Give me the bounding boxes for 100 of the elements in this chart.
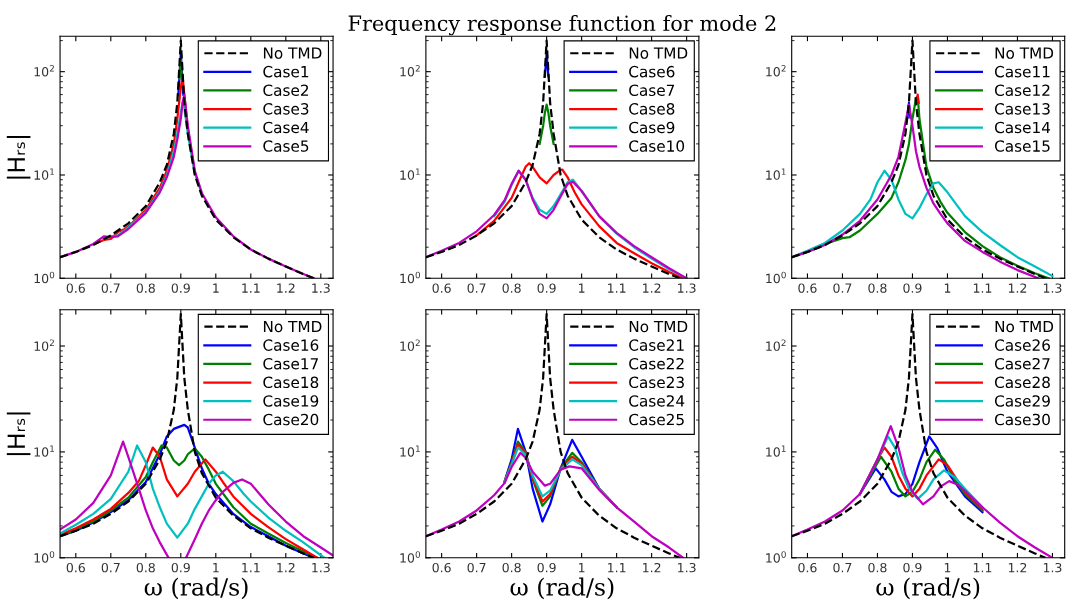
x-tick-label: 1.1 xyxy=(973,283,992,293)
x-tick-label: 0.9 xyxy=(171,283,190,293)
legend-label: Case30 xyxy=(994,413,1050,426)
x-tick-label: 0.6 xyxy=(66,562,85,573)
x-tick-label: 0.9 xyxy=(903,283,922,293)
legend-label: Case11 xyxy=(994,65,1050,78)
legend-label: Case22 xyxy=(629,357,684,370)
legend-label: No TMD xyxy=(995,320,1054,333)
x-tick-label: 0.6 xyxy=(66,283,85,293)
y-tick-label: 10$^{0}$ xyxy=(34,271,55,284)
x-tick-label: 1 xyxy=(213,283,219,293)
legend-label: No TMD xyxy=(629,320,688,333)
x-tick-label: 1.3 xyxy=(678,562,696,573)
x-tick-label: 1.1 xyxy=(242,283,260,293)
legend-label: Case26 xyxy=(994,339,1050,351)
y-tick-label: 10$^{0}$ xyxy=(400,551,421,563)
x-tick-label: 0.8 xyxy=(868,283,887,293)
x-tick-label: 0.7 xyxy=(833,283,852,293)
x-tick-label: 1.2 xyxy=(1008,283,1027,293)
x-axis-title: ω (rad/s) xyxy=(510,577,614,600)
x-tick-label: 0.7 xyxy=(101,283,120,293)
y-tick-label: 10$^{2}$ xyxy=(766,65,786,77)
x-tick-label: 1.3 xyxy=(1043,283,1062,293)
legend-label: Case16 xyxy=(263,339,319,351)
legend-label: Case18 xyxy=(263,376,319,389)
x-tick-label: 1 xyxy=(944,563,951,573)
legend-label: Case25 xyxy=(629,413,684,426)
x-tick-label: 1.2 xyxy=(277,562,295,573)
x-tick-label: 1.1 xyxy=(608,283,626,293)
legend-label: No TMD xyxy=(263,47,322,59)
legend-label: Case15 xyxy=(994,140,1050,152)
x-tick-label: 0.8 xyxy=(502,283,521,293)
legend-label: No TMD xyxy=(629,47,688,59)
x-tick-label: 1.3 xyxy=(1043,562,1062,573)
y-tick-label: 10$^{2}$ xyxy=(400,65,420,77)
y-tick-label: 10$^{2}$ xyxy=(34,65,54,77)
legend-label: No TMD xyxy=(995,47,1054,59)
y-tick-label: 10$^{2}$ xyxy=(34,339,54,351)
legend-label: Case28 xyxy=(994,376,1050,389)
x-axis-title: ω (rad/s) xyxy=(876,577,980,600)
legend-label: Case27 xyxy=(994,357,1050,370)
legend-label: Case29 xyxy=(994,395,1050,407)
x-tick-label: 1.3 xyxy=(312,562,330,573)
line-series xyxy=(538,103,555,145)
y-tick-label: 10$^{1}$ xyxy=(34,168,54,180)
x-tick-label: 1.3 xyxy=(678,283,696,293)
x-tick-label: 0.9 xyxy=(537,562,556,573)
x-tick-label: 1.3 xyxy=(312,283,330,293)
x-tick-label: 1 xyxy=(213,563,219,573)
x-tick-label: 1.2 xyxy=(643,283,661,293)
y-tick-label: 10$^{0}$ xyxy=(766,551,786,563)
x-tick-label: 0.6 xyxy=(798,562,817,573)
x-tick-label: 0.9 xyxy=(171,562,190,573)
y-tick-label: 10$^{0}$ xyxy=(400,271,421,284)
y-tick-label: 10$^{2}$ xyxy=(400,339,420,351)
x-tick-label: 1 xyxy=(944,283,951,293)
x-tick-label: 0.8 xyxy=(136,562,155,573)
x-tick-label: 0.8 xyxy=(502,562,521,573)
x-tick-label: 0.8 xyxy=(868,562,887,573)
legend-label: Case10 xyxy=(629,140,685,152)
legend-label: Case12 xyxy=(994,84,1050,97)
legend-label: Case5 xyxy=(263,140,309,152)
legend-label: Case3 xyxy=(263,103,309,115)
y-tick-label: 10$^{1}$ xyxy=(766,168,786,180)
legend-label: Case23 xyxy=(629,376,684,389)
line-series xyxy=(475,162,685,279)
legend-label: Case1 xyxy=(263,65,309,78)
y-tick-label: 10$^{0}$ xyxy=(34,551,55,563)
legend-label: Case21 xyxy=(629,339,684,351)
x-tick-label: 1.2 xyxy=(277,283,295,293)
legend-label: Case7 xyxy=(629,84,675,97)
x-tick-label: 1.1 xyxy=(973,563,992,573)
legend-label: No TMD xyxy=(263,320,322,333)
x-tick-label: 1 xyxy=(579,283,585,293)
x-tick-label: 1.1 xyxy=(608,563,626,573)
legend-label: Case13 xyxy=(994,103,1050,115)
x-tick-label: 1.1 xyxy=(242,563,260,573)
y-tick-label: 10$^{2}$ xyxy=(766,339,786,351)
x-tick-label: 1.2 xyxy=(1008,562,1027,573)
y-tick-label: 10$^{1}$ xyxy=(766,445,786,457)
y-axis-title: |Hᵣₛ| xyxy=(6,412,31,456)
legend-label: Case20 xyxy=(263,413,319,426)
x-tick-label: 0.7 xyxy=(467,562,486,573)
chart-title: Frequency response function for mode 2 xyxy=(348,14,776,36)
x-tick-label: 0.7 xyxy=(467,283,486,293)
x-tick-label: 0.7 xyxy=(833,562,852,573)
legend-label: Case19 xyxy=(263,395,319,407)
y-tick-label: 10$^{1}$ xyxy=(34,445,54,457)
y-tick-label: 10$^{1}$ xyxy=(400,445,420,457)
x-tick-label: 0.9 xyxy=(903,562,922,573)
x-tick-label: 1 xyxy=(579,563,585,573)
x-tick-label: 0.6 xyxy=(432,562,451,573)
y-tick-label: 10$^{1}$ xyxy=(400,168,420,180)
legend-label: Case2 xyxy=(263,84,309,97)
legend-label: Case24 xyxy=(629,395,685,407)
x-tick-label: 0.7 xyxy=(101,562,120,573)
x-tick-label: 1.2 xyxy=(643,562,661,573)
x-tick-label: 0.9 xyxy=(537,283,556,293)
x-tick-label: 0.6 xyxy=(432,283,451,293)
legend-label: Case6 xyxy=(629,65,675,78)
